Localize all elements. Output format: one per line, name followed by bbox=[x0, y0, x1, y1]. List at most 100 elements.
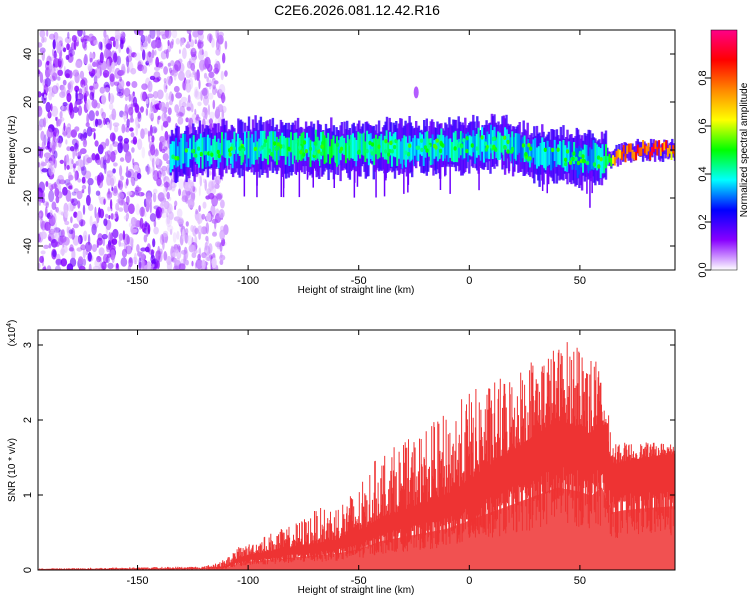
noise-blob bbox=[113, 185, 118, 194]
noise-blob bbox=[205, 222, 209, 235]
noise-blob bbox=[184, 232, 189, 244]
noise-blob bbox=[163, 251, 167, 261]
noise-blob bbox=[113, 52, 118, 63]
signal-core bbox=[612, 155, 615, 164]
signal-core bbox=[472, 130, 475, 153]
noise-blob bbox=[117, 180, 124, 191]
spectrogram-panel: -150 -100 -50 0 50 -40 -20 0 20 40 Height of str… bbox=[7, 29, 676, 296]
noise-blob bbox=[122, 112, 128, 120]
signal-core bbox=[518, 133, 521, 153]
noise-blob bbox=[166, 203, 173, 215]
noise-blob bbox=[82, 128, 88, 141]
signal-spot bbox=[419, 138, 424, 143]
noise-blob bbox=[83, 54, 88, 65]
noise-blob bbox=[207, 104, 210, 116]
spectrogram-marks bbox=[38, 30, 675, 270]
signal-core bbox=[590, 149, 593, 170]
noise-blob bbox=[192, 30, 199, 38]
signal-core bbox=[431, 134, 434, 165]
noise-blob bbox=[140, 91, 146, 102]
noise-blob bbox=[111, 108, 117, 121]
snr-series-line bbox=[38, 342, 675, 570]
noise-blob bbox=[127, 168, 135, 179]
signal-spot bbox=[596, 155, 601, 160]
noise-blob bbox=[203, 72, 208, 79]
signal-core bbox=[661, 143, 664, 152]
noise-blob bbox=[89, 57, 93, 63]
noise-blob bbox=[201, 213, 206, 220]
noise-blob bbox=[86, 157, 93, 164]
noise-blob bbox=[50, 229, 57, 240]
snr-multiplier: (x104) bbox=[6, 320, 18, 347]
noise-blob bbox=[137, 251, 143, 257]
noise-blob bbox=[38, 162, 41, 168]
signal-core bbox=[613, 157, 616, 166]
snr-frame bbox=[37, 329, 676, 571]
noise-blob bbox=[60, 105, 67, 112]
noise-blob bbox=[104, 87, 110, 93]
signal-spot bbox=[340, 146, 344, 151]
signal-spot bbox=[427, 144, 431, 149]
noise-blob bbox=[124, 151, 132, 163]
colorbar-ticks: 0.0 0.2 0.4 0.6 0.8 bbox=[697, 70, 711, 278]
signal-core bbox=[206, 134, 209, 161]
noise-blob bbox=[204, 179, 207, 191]
noise-blob bbox=[175, 38, 180, 45]
signal-core bbox=[311, 141, 314, 161]
signal-core bbox=[516, 133, 519, 155]
noise-blob bbox=[140, 44, 144, 52]
noise-blob bbox=[45, 157, 49, 164]
noise-blob bbox=[119, 242, 125, 247]
signal-core bbox=[190, 137, 193, 160]
noise-blob bbox=[76, 190, 83, 200]
signal-core bbox=[233, 131, 236, 154]
signal-core bbox=[183, 134, 186, 164]
noise-blob bbox=[81, 184, 87, 190]
signal-core bbox=[654, 140, 657, 149]
noise-blob bbox=[159, 197, 167, 203]
signal-spot bbox=[268, 148, 272, 153]
signal-core bbox=[442, 135, 445, 162]
noise-blob bbox=[121, 123, 126, 134]
signal-spot bbox=[564, 161, 568, 167]
signal-core bbox=[672, 145, 675, 154]
signal-spot bbox=[571, 156, 575, 161]
noise-blob bbox=[163, 78, 167, 83]
noise-blob bbox=[219, 259, 224, 265]
noise-blob bbox=[39, 255, 44, 264]
signal-core bbox=[249, 137, 252, 167]
noise-blob bbox=[42, 197, 45, 204]
noise-blob bbox=[141, 146, 146, 159]
noise-blob bbox=[213, 67, 220, 74]
noise-blob bbox=[108, 231, 112, 243]
noise-blob bbox=[212, 86, 217, 96]
signal-spot bbox=[184, 148, 188, 153]
noise-blob bbox=[199, 47, 204, 56]
signal-core bbox=[291, 140, 294, 165]
noise-blob bbox=[148, 55, 153, 63]
noise-blob bbox=[87, 37, 92, 42]
signal-core bbox=[474, 136, 477, 164]
signal-core bbox=[348, 139, 351, 161]
noise-blob bbox=[123, 87, 131, 97]
signal-spike bbox=[546, 167, 548, 194]
signal-core bbox=[580, 147, 583, 168]
noise-blob bbox=[201, 259, 206, 270]
spectrogram-y-ticks: -40 -20 0 20 40 bbox=[22, 48, 675, 254]
noise-blob bbox=[137, 112, 142, 123]
noise-blob bbox=[211, 257, 217, 269]
noise-blob bbox=[40, 130, 45, 141]
signal-spot bbox=[475, 146, 479, 151]
noise-blob bbox=[181, 101, 187, 108]
noise-blob bbox=[68, 184, 74, 190]
noise-blob bbox=[82, 84, 85, 95]
noise-blob bbox=[125, 126, 130, 133]
noise-blob bbox=[212, 99, 216, 110]
noise-blob bbox=[162, 230, 169, 238]
noise-blob bbox=[167, 225, 174, 232]
signal-core bbox=[274, 131, 277, 162]
noise-blob bbox=[151, 171, 155, 177]
noise-blob bbox=[87, 184, 91, 196]
signal-core bbox=[520, 139, 523, 162]
noise-blob bbox=[215, 106, 220, 115]
